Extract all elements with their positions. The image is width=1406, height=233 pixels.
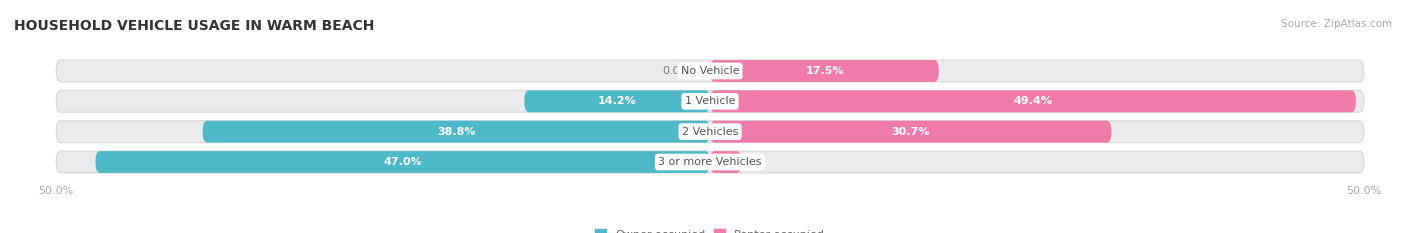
Text: 38.8%: 38.8%: [437, 127, 475, 137]
FancyBboxPatch shape: [710, 151, 741, 173]
FancyBboxPatch shape: [56, 151, 1364, 173]
Text: 47.0%: 47.0%: [384, 157, 422, 167]
Text: 0.0%: 0.0%: [662, 66, 690, 76]
FancyBboxPatch shape: [202, 121, 710, 143]
Text: 17.5%: 17.5%: [806, 66, 844, 76]
Text: 1 Vehicle: 1 Vehicle: [685, 96, 735, 106]
Text: 30.7%: 30.7%: [891, 127, 929, 137]
Text: 2 Vehicles: 2 Vehicles: [682, 127, 738, 137]
FancyBboxPatch shape: [524, 90, 710, 112]
FancyBboxPatch shape: [56, 60, 1364, 82]
Text: Source: ZipAtlas.com: Source: ZipAtlas.com: [1281, 19, 1392, 29]
Legend: Owner-occupied, Renter-occupied: Owner-occupied, Renter-occupied: [591, 225, 830, 233]
Text: No Vehicle: No Vehicle: [681, 66, 740, 76]
FancyBboxPatch shape: [710, 121, 1112, 143]
Text: HOUSEHOLD VEHICLE USAGE IN WARM BEACH: HOUSEHOLD VEHICLE USAGE IN WARM BEACH: [14, 19, 374, 33]
FancyBboxPatch shape: [710, 90, 1355, 112]
FancyBboxPatch shape: [56, 121, 1364, 143]
FancyBboxPatch shape: [56, 90, 1364, 112]
Text: 49.4%: 49.4%: [1014, 96, 1053, 106]
Text: 3 or more Vehicles: 3 or more Vehicles: [658, 157, 762, 167]
Text: 2.4%: 2.4%: [710, 157, 741, 167]
FancyBboxPatch shape: [710, 60, 939, 82]
Text: 14.2%: 14.2%: [598, 96, 637, 106]
FancyBboxPatch shape: [96, 151, 710, 173]
